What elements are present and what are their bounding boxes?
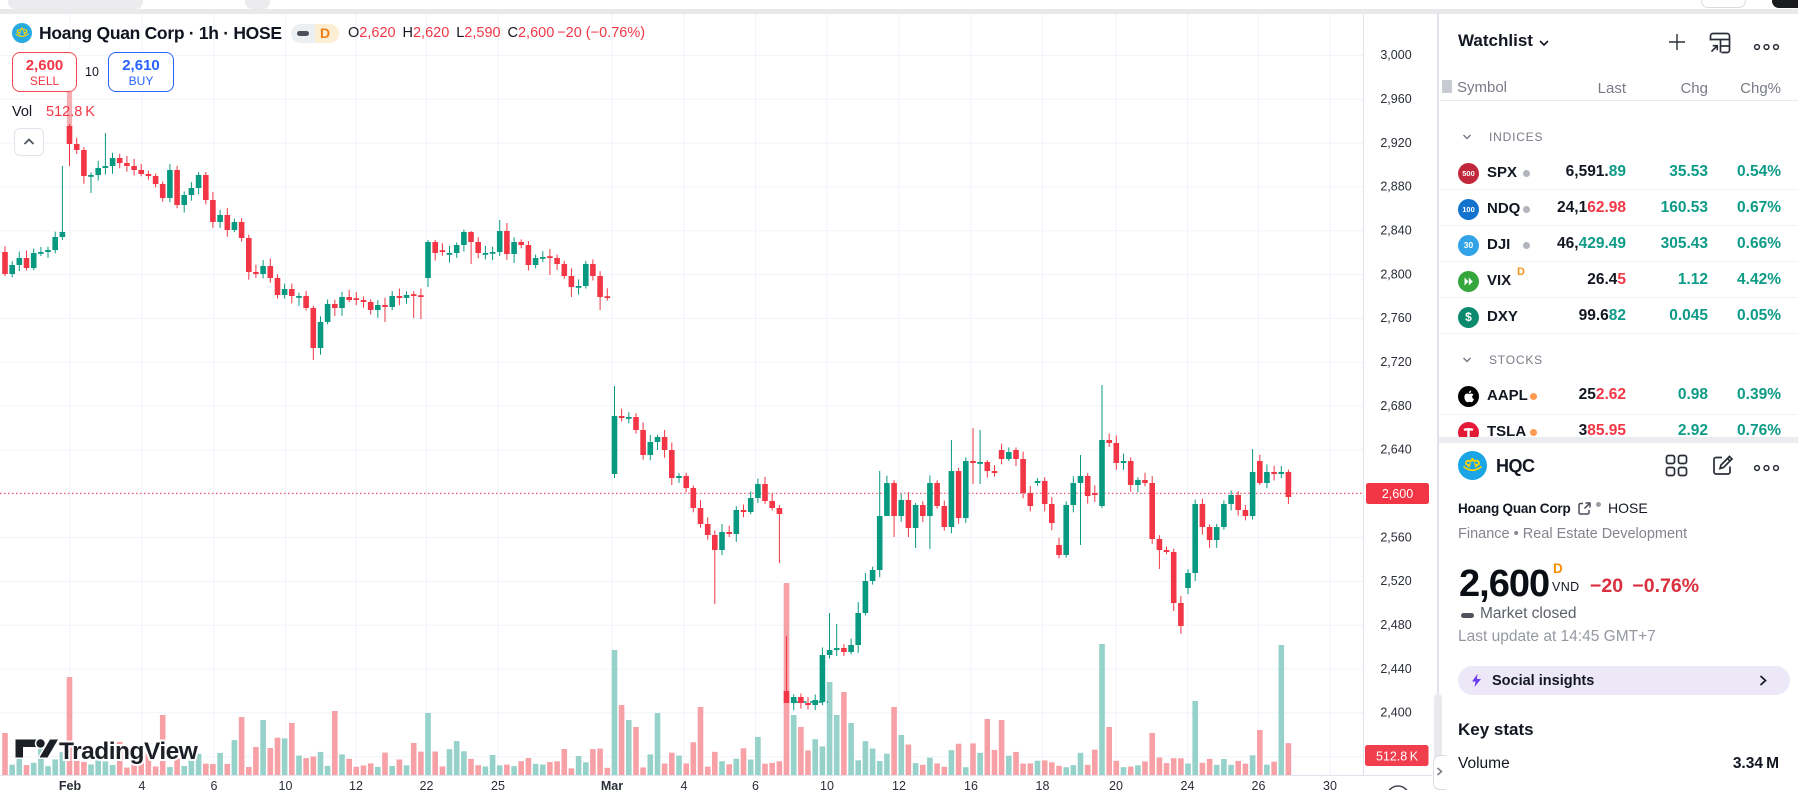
svg-text:12: 12 <box>892 779 906 790</box>
svg-text:Mar: Mar <box>601 779 623 790</box>
svg-text:12: 12 <box>349 779 363 790</box>
svg-text:16: 16 <box>964 779 978 790</box>
svg-text:20: 20 <box>1109 779 1123 790</box>
svg-text:6: 6 <box>752 779 759 790</box>
svg-text:Feb: Feb <box>59 779 82 790</box>
svg-text:2,560: 2,560 <box>1380 530 1411 544</box>
svg-text:25: 25 <box>491 779 505 790</box>
svg-text:2,880: 2,880 <box>1380 180 1411 194</box>
svg-text:3,000: 3,000 <box>1380 48 1411 62</box>
svg-text:2,760: 2,760 <box>1380 311 1411 325</box>
svg-text:22: 22 <box>420 779 434 790</box>
svg-text:24: 24 <box>1181 779 1195 790</box>
svg-text:30: 30 <box>1323 779 1337 790</box>
svg-text:26: 26 <box>1252 779 1266 790</box>
svg-text:TradingView: TradingView <box>59 738 199 765</box>
svg-text:2,400: 2,400 <box>1380 706 1411 720</box>
svg-text:2,840: 2,840 <box>1380 224 1411 238</box>
svg-text:6: 6 <box>211 779 218 790</box>
svg-text:512.8 K: 512.8 K <box>1376 750 1419 764</box>
svg-text:2,800: 2,800 <box>1380 267 1411 281</box>
svg-text:10: 10 <box>820 779 834 790</box>
svg-text:2,720: 2,720 <box>1380 355 1411 369</box>
svg-text:2,480: 2,480 <box>1380 618 1411 632</box>
svg-text:10: 10 <box>279 779 293 790</box>
svg-text:4: 4 <box>681 779 688 790</box>
svg-text:2,640: 2,640 <box>1380 443 1411 457</box>
svg-text:18: 18 <box>1036 779 1050 790</box>
svg-text:2,920: 2,920 <box>1380 136 1411 150</box>
svg-text:4: 4 <box>139 779 146 790</box>
svg-text:2,600: 2,600 <box>1382 487 1413 501</box>
svg-text:2,440: 2,440 <box>1380 662 1411 676</box>
svg-text:2,960: 2,960 <box>1380 92 1411 106</box>
svg-text:2,680: 2,680 <box>1380 399 1411 413</box>
svg-text:2,520: 2,520 <box>1380 574 1411 588</box>
